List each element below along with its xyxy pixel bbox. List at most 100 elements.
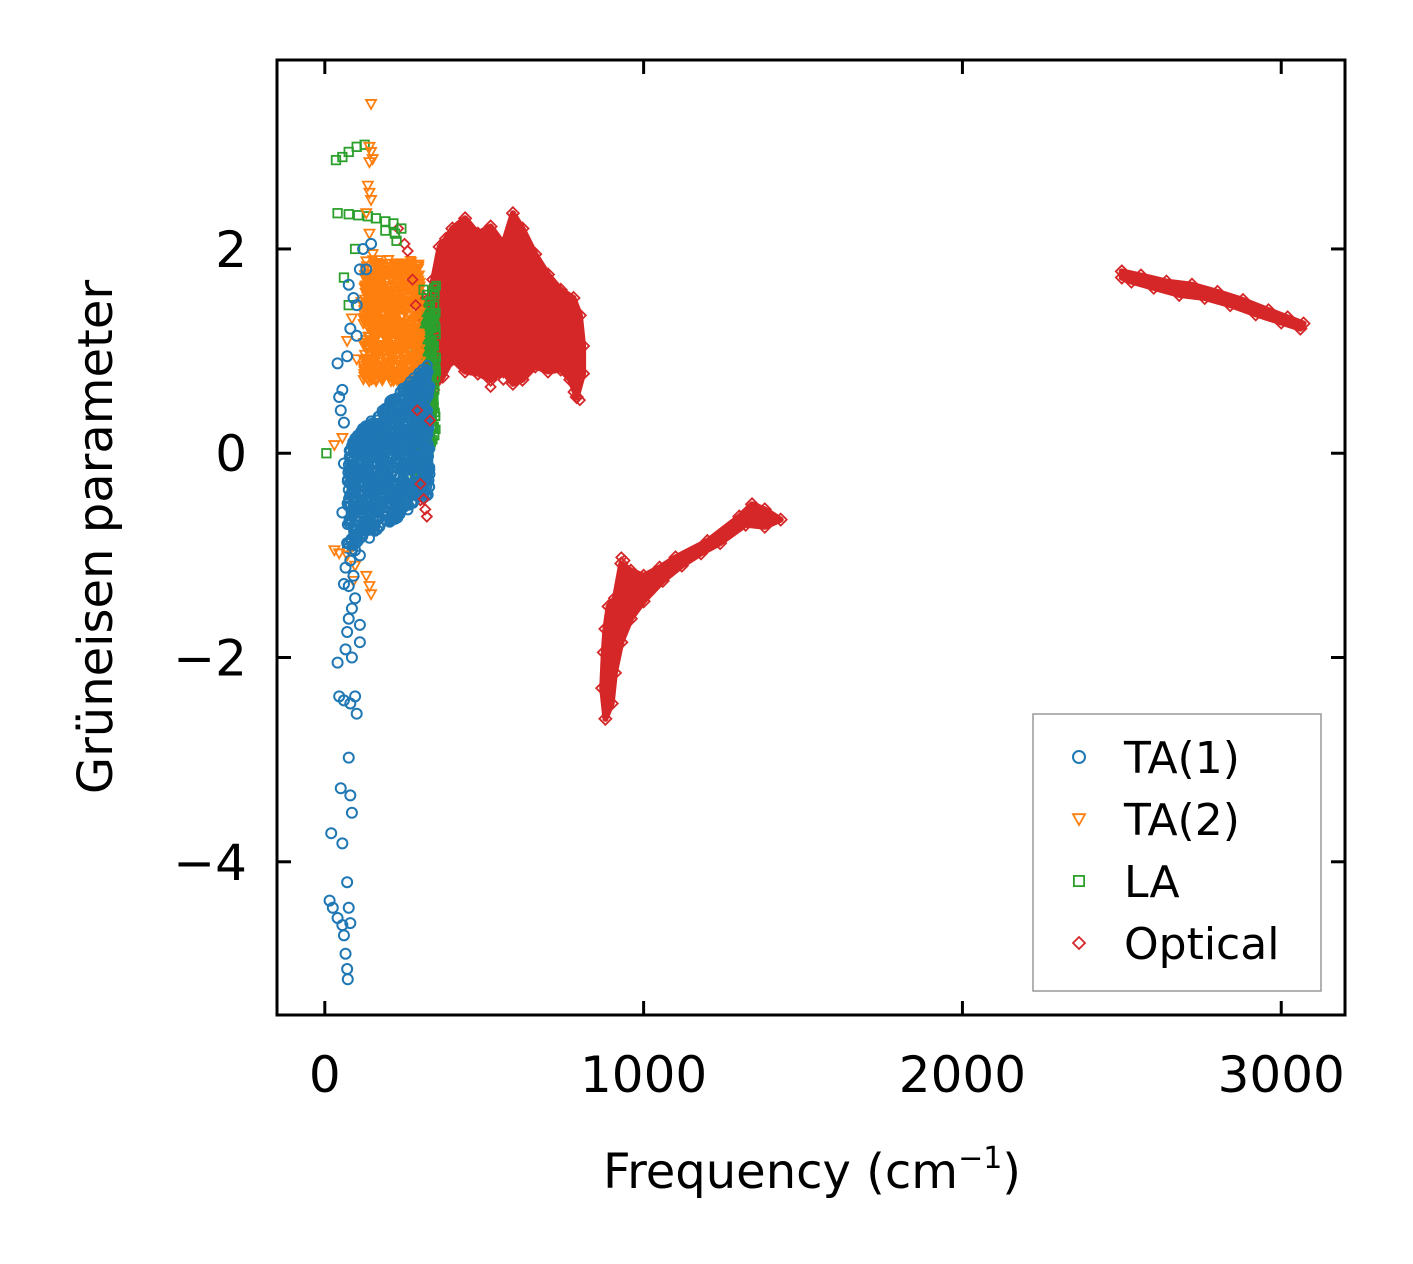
data-point-ta1 xyxy=(389,406,401,418)
optical-band-marker xyxy=(575,366,591,381)
data-point-ta2 xyxy=(364,304,377,315)
optical-band-marker xyxy=(604,696,620,711)
data-point-ta1 xyxy=(341,350,354,363)
optical-band-marker xyxy=(596,645,612,660)
data-point-ta1 xyxy=(347,447,359,459)
data-point-ta2 xyxy=(340,335,354,348)
y-tick-label: −4 xyxy=(173,834,247,892)
optical-band-marker xyxy=(457,364,473,379)
legend-entries: TA(1) TA(2) LA Optical xyxy=(1071,733,1279,970)
data-point-ta1 xyxy=(344,322,357,335)
optical-band-marker xyxy=(1184,277,1200,292)
data-point-ta2 xyxy=(382,255,395,266)
data-point-ta2 xyxy=(369,327,382,338)
data-point-ta1 xyxy=(360,263,373,276)
data-point-ta2 xyxy=(327,545,341,558)
data-point-ta2 xyxy=(364,195,378,207)
data-point-ta1 xyxy=(349,592,362,605)
optical-band-marker xyxy=(1293,321,1308,336)
data-point-ta1 xyxy=(336,506,349,519)
legend-marker-ta1 xyxy=(1072,750,1086,764)
data-point-ta1 xyxy=(353,263,366,276)
x-tick-label: 0 xyxy=(309,1046,341,1104)
legend-marker-ta2 xyxy=(1071,813,1087,827)
data-point-ta2 xyxy=(362,187,376,200)
data-point-ta1 xyxy=(337,929,350,942)
optical-band-marker xyxy=(563,372,578,387)
data-point-ta2 xyxy=(354,297,369,309)
legend-marker-la xyxy=(1073,875,1086,888)
x-axis-label-suffix: ) xyxy=(1002,1144,1021,1200)
optical-band-marker xyxy=(575,338,591,354)
data-point-la xyxy=(420,312,430,322)
data-point-ta1 xyxy=(408,426,420,438)
x-tick-label: 1000 xyxy=(580,1046,707,1104)
data-point-optical xyxy=(423,414,437,427)
optical-band-marker xyxy=(623,563,639,578)
optical-band-marker xyxy=(601,599,616,614)
ticks-layer: 0 1000 2000 3000 −4 −2 0 2 xyxy=(173,60,1345,1104)
legend-label-ta1: TA(1) xyxy=(1123,733,1240,784)
optical-band-marker xyxy=(1296,316,1311,331)
optical-band-marker xyxy=(674,558,690,573)
data-point-ta2 xyxy=(363,377,376,388)
data-point-ta2 xyxy=(367,309,380,321)
data-point-ta2 xyxy=(381,347,394,359)
data-point-ta1 xyxy=(399,383,411,395)
data-point-la xyxy=(430,321,440,332)
data-point-ta2 xyxy=(364,589,378,602)
data-point-ta1 xyxy=(387,477,399,489)
plot-frame xyxy=(275,58,1347,1017)
optical-band-marker xyxy=(1235,292,1251,308)
data-point-optical xyxy=(401,244,414,258)
data-point-optical xyxy=(484,380,497,394)
optical-band-marker xyxy=(636,594,651,609)
data-point-ta1 xyxy=(363,462,375,474)
optical-band-marker xyxy=(1146,280,1161,296)
data-point-optical xyxy=(409,298,422,312)
data-point-ta2 xyxy=(408,290,421,302)
x-axis-label-main: Frequency (cm xyxy=(603,1144,958,1200)
data-point-ta1 xyxy=(341,973,354,986)
legend: TA(1) TA(2) LA Optical xyxy=(1032,713,1322,992)
data-point-ta2 xyxy=(383,305,396,317)
data-point-la xyxy=(343,209,354,220)
optical-band-marker xyxy=(668,550,683,565)
data-point-ta2 xyxy=(367,348,380,359)
data-point-ta2 xyxy=(345,313,359,326)
optical-band-marker xyxy=(594,680,610,696)
data-point-ta2 xyxy=(388,375,401,387)
optical-band-marker xyxy=(515,372,530,387)
data-point-la xyxy=(429,283,439,293)
data-point-ta1 xyxy=(344,554,357,567)
data-point-ta1 xyxy=(343,513,355,525)
data-point-ta2 xyxy=(364,147,378,159)
data-point-ta1 xyxy=(331,656,344,669)
data-point-ta1 xyxy=(331,357,344,370)
data-point-ta2 xyxy=(376,270,389,282)
data-point-ta1 xyxy=(326,901,339,914)
data-point-ta2 xyxy=(358,315,371,327)
optical-band-marker xyxy=(636,568,651,584)
data-point-ta1 xyxy=(347,569,360,582)
optical-band-marker xyxy=(744,497,760,512)
data-point-ta2 xyxy=(403,311,416,322)
data-point-ta1 xyxy=(353,549,366,562)
optical-band-marker xyxy=(572,308,588,323)
data-point-ta1 xyxy=(403,383,415,395)
data-point-ta1 xyxy=(334,782,347,795)
data-point-ta2 xyxy=(397,350,410,362)
data-point-ta1 xyxy=(347,291,360,304)
data-point-ta2 xyxy=(387,308,400,320)
optical-band-marker xyxy=(1222,297,1238,313)
optical-band-marker xyxy=(483,219,498,234)
data-point-ta2 xyxy=(374,365,387,377)
data-point-optical xyxy=(420,510,434,523)
optical-band-marker xyxy=(738,517,753,533)
x-axis-label: Frequency (cm−1) xyxy=(603,1141,1021,1200)
optical-band-marker xyxy=(483,372,498,387)
data-point-la xyxy=(332,208,343,219)
data-point-la xyxy=(330,154,342,166)
data-point-ta1 xyxy=(358,516,370,528)
